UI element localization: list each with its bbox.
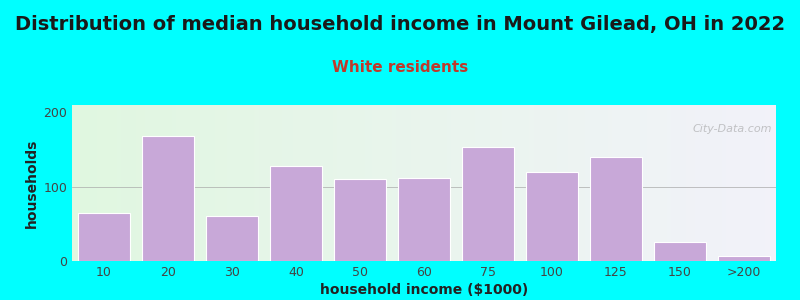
Bar [270,166,322,261]
Bar [142,136,194,261]
Text: City-Data.com: City-Data.com [693,124,773,134]
Bar [654,242,706,261]
Bar [718,256,770,261]
Text: Distribution of median household income in Mount Gilead, OH in 2022: Distribution of median household income … [15,15,785,34]
Bar [590,157,642,261]
Bar [398,178,450,261]
Bar [462,147,514,261]
Bar [334,179,386,261]
Bar [206,216,258,261]
Text: White residents: White residents [332,60,468,75]
Y-axis label: households: households [25,138,39,228]
X-axis label: household income ($1000): household income ($1000) [320,283,528,297]
Bar [78,213,130,261]
Bar [526,172,578,261]
